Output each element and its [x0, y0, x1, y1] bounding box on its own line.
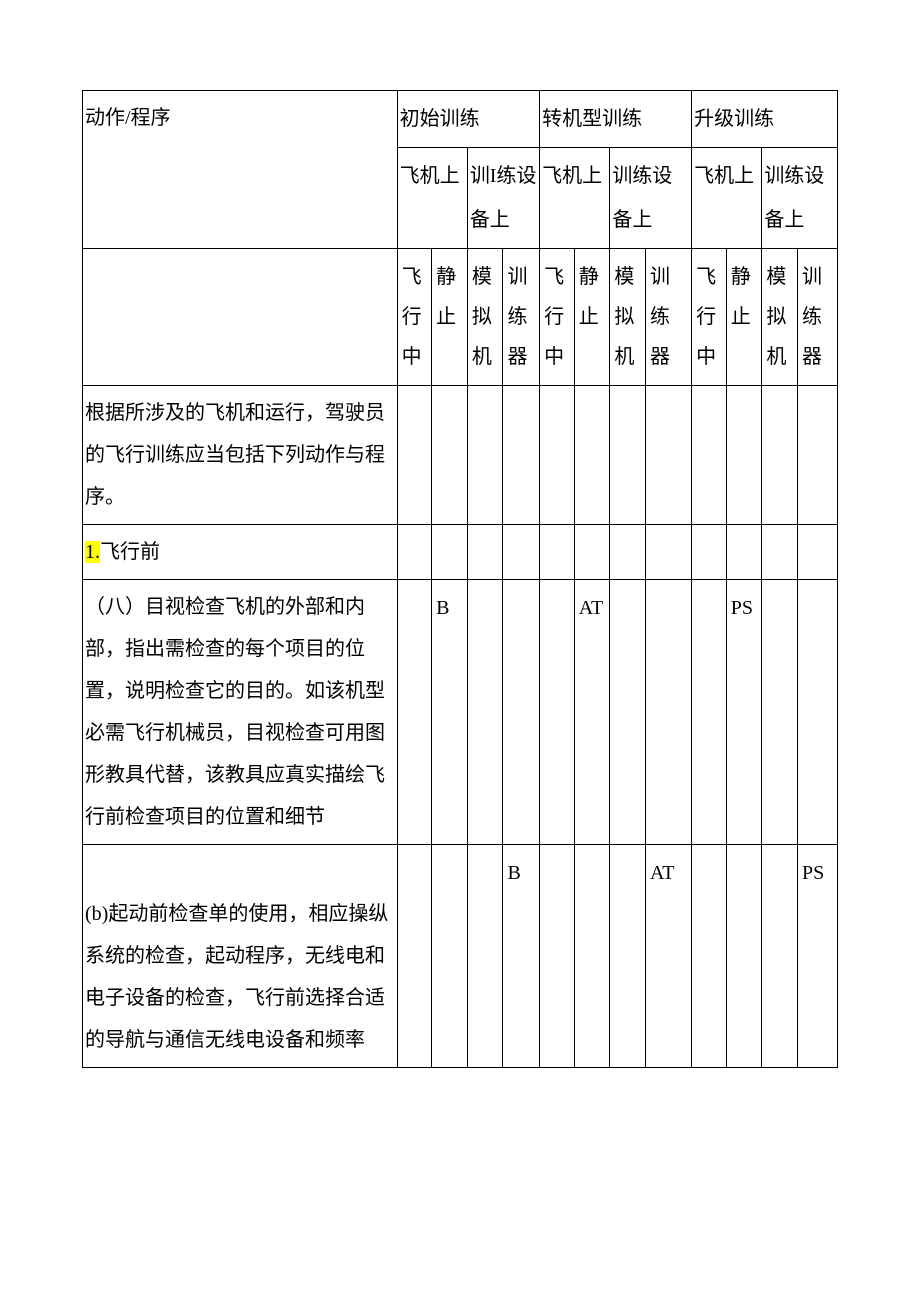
main-table: 动作/程序 初始训练 转机型训练 升级训练 飞机上 训I练设备上 飞机上 训练设…	[82, 90, 838, 1068]
empty-cell	[540, 525, 575, 580]
sub-trainer-2: 训练器	[646, 249, 692, 386]
header-plane-3: 飞机上	[692, 148, 762, 249]
empty-cell	[432, 525, 468, 580]
header-initial: 初始训练	[397, 91, 540, 148]
cell-b-upgrade-trainer: PS	[798, 845, 838, 1068]
cell-b-trans-trainer: AT	[646, 845, 692, 1068]
cell-a-upgrade-static: PS	[726, 580, 762, 845]
sub-inflight-1: 飞行中	[397, 249, 432, 386]
sub-inflight-2: 飞行中	[540, 249, 575, 386]
empty-cell	[762, 525, 798, 580]
empty-cell	[467, 525, 503, 580]
empty-cell	[397, 580, 432, 845]
document-page: 动作/程序 初始训练 转机型训练 升级训练 飞机上 训I练设备上 飞机上 训练设…	[0, 0, 920, 1118]
empty-cell	[762, 845, 798, 1068]
sub-static-2: 静止	[574, 249, 610, 386]
empty-cell	[540, 845, 575, 1068]
empty-cell	[610, 525, 646, 580]
empty-cell	[503, 386, 540, 525]
sub-static-1: 静止	[432, 249, 468, 386]
empty-cell	[762, 386, 798, 525]
empty-cell	[397, 386, 432, 525]
empty-cell	[798, 580, 838, 845]
cell-a-trans-static: AT	[574, 580, 610, 845]
cell-a-initial-static: B	[432, 580, 468, 845]
empty-cell	[726, 845, 762, 1068]
cell-intro: 根据所涉及的飞机和运行，驾驶员的飞行训练应当包括下列动作与程序。	[83, 386, 398, 525]
header-blank	[83, 249, 398, 386]
sub-trainer-1: 训练器	[503, 249, 540, 386]
sub-sim-1: 模拟机	[467, 249, 503, 386]
header-device-2: 训练设备上	[610, 148, 692, 249]
cell-item-b: (b)起动前检查单的使用，相应操纵系统的检查，起动程序，无线电和电子设备的检查，…	[83, 845, 398, 1068]
empty-cell	[798, 525, 838, 580]
empty-cell	[574, 845, 610, 1068]
empty-cell	[610, 386, 646, 525]
empty-cell	[646, 525, 692, 580]
sub-sim-3: 模拟机	[762, 249, 798, 386]
header-device-3: 训练设备上	[762, 148, 838, 249]
sub-static-3: 静止	[726, 249, 762, 386]
header-plane-2: 飞机上	[540, 148, 610, 249]
row-item-a: （八）目视检查飞机的外部和内部，指出需检查的每个项目的位置，说明检查它的目的。如…	[83, 580, 838, 845]
empty-cell	[574, 386, 610, 525]
empty-cell	[610, 580, 646, 845]
row-intro: 根据所涉及的飞机和运行，驾驶员的飞行训练应当包括下列动作与程序。	[83, 386, 838, 525]
empty-cell	[692, 525, 727, 580]
empty-cell	[432, 845, 468, 1068]
section-1-prefix: 1.	[85, 541, 100, 563]
empty-cell	[540, 580, 575, 845]
header-actions: 动作/程序	[83, 91, 398, 249]
empty-cell	[432, 386, 468, 525]
empty-cell	[646, 386, 692, 525]
sub-sim-2: 模拟机	[610, 249, 646, 386]
header-row-3: 飞行中 静止 模拟机 训练器 飞行中 静止 模拟机 训练器 飞行中 静止 模拟机…	[83, 249, 838, 386]
empty-cell	[762, 580, 798, 845]
empty-cell	[397, 845, 432, 1068]
empty-cell	[692, 845, 727, 1068]
sub-inflight-3: 飞行中	[692, 249, 727, 386]
empty-cell	[646, 580, 692, 845]
empty-cell	[726, 525, 762, 580]
empty-cell	[692, 580, 727, 845]
header-plane-1: 飞机上	[397, 148, 467, 249]
header-device-1: 训I练设备上	[467, 148, 539, 249]
cell-item-a: （八）目视检查飞机的外部和内部，指出需检查的每个项目的位置，说明检查它的目的。如…	[83, 580, 398, 845]
sub-trainer-3: 训练器	[798, 249, 838, 386]
section-1-label: 飞行前	[100, 541, 160, 563]
empty-cell	[467, 386, 503, 525]
row-section-1: 1.飞行前	[83, 525, 838, 580]
item-b-text: (b)起动前检查单的使用，相应操纵系统的检查，起动程序，无线电和电子设备的检查，…	[85, 903, 388, 1051]
empty-cell	[467, 580, 503, 845]
empty-cell	[467, 845, 503, 1068]
empty-cell	[503, 580, 540, 845]
empty-cell	[397, 525, 432, 580]
header-upgrade: 升级训练	[692, 91, 838, 148]
empty-cell	[574, 525, 610, 580]
empty-cell	[540, 386, 575, 525]
cell-b-initial-trainer: B	[503, 845, 540, 1068]
empty-cell	[692, 386, 727, 525]
empty-cell	[726, 386, 762, 525]
empty-cell	[610, 845, 646, 1068]
row-item-b: (b)起动前检查单的使用，相应操纵系统的检查，起动程序，无线电和电子设备的检查，…	[83, 845, 838, 1068]
cell-section-1: 1.飞行前	[83, 525, 398, 580]
empty-cell	[798, 386, 838, 525]
header-row-1: 动作/程序 初始训练 转机型训练 升级训练	[83, 91, 838, 148]
empty-cell	[503, 525, 540, 580]
header-transition: 转机型训练	[540, 91, 692, 148]
